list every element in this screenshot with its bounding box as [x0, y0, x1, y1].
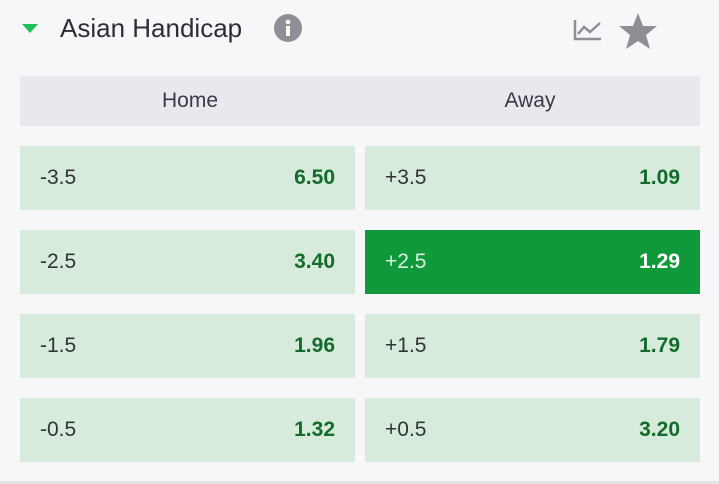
handicap-line: +2.5 [385, 250, 427, 273]
odds-cell[interactable]: +1.5 1.79 [365, 314, 700, 378]
odds-cell-selected[interactable]: +2.5 1.29 [365, 230, 700, 294]
odds-value: 1.32 [294, 418, 335, 441]
odds-value: 6.50 [294, 166, 335, 189]
info-icon[interactable] [273, 13, 303, 43]
odds-value: 1.79 [639, 334, 680, 357]
favorite-star[interactable] [618, 12, 658, 50]
odds-value: 3.40 [294, 250, 335, 273]
odds-value: 1.96 [294, 334, 335, 357]
odds-cell[interactable]: -2.5 3.40 [20, 230, 355, 294]
chart-icon[interactable] [573, 18, 603, 42]
section-title: Asian Handicap [60, 13, 243, 43]
odds-cell[interactable]: -0.5 1.32 [20, 398, 355, 462]
handicap-line: +3.5 [385, 166, 427, 189]
handicap-line: -0.5 [40, 418, 77, 441]
collapse-toggle[interactable] [22, 24, 40, 36]
odds-cell[interactable]: +3.5 1.09 [365, 146, 700, 210]
odds-cell[interactable]: -3.5 6.50 [20, 146, 355, 210]
odds-value: 3.20 [639, 418, 680, 441]
odds-value: 1.09 [639, 166, 680, 189]
column-header: Away [504, 89, 556, 112]
table-header: Home Away [20, 76, 700, 126]
divider [0, 481, 719, 484]
column-header: Home [161, 89, 219, 112]
handicap-line: +0.5 [385, 418, 427, 441]
odds-cell[interactable]: -1.5 1.96 [20, 314, 355, 378]
odds-cell[interactable]: +0.5 3.20 [365, 398, 700, 462]
handicap-line: -3.5 [40, 166, 77, 189]
handicap-line: -2.5 [40, 250, 77, 273]
odds-value: 1.29 [639, 250, 680, 273]
handicap-line: -1.5 [40, 334, 77, 357]
handicap-line: +1.5 [385, 334, 427, 357]
